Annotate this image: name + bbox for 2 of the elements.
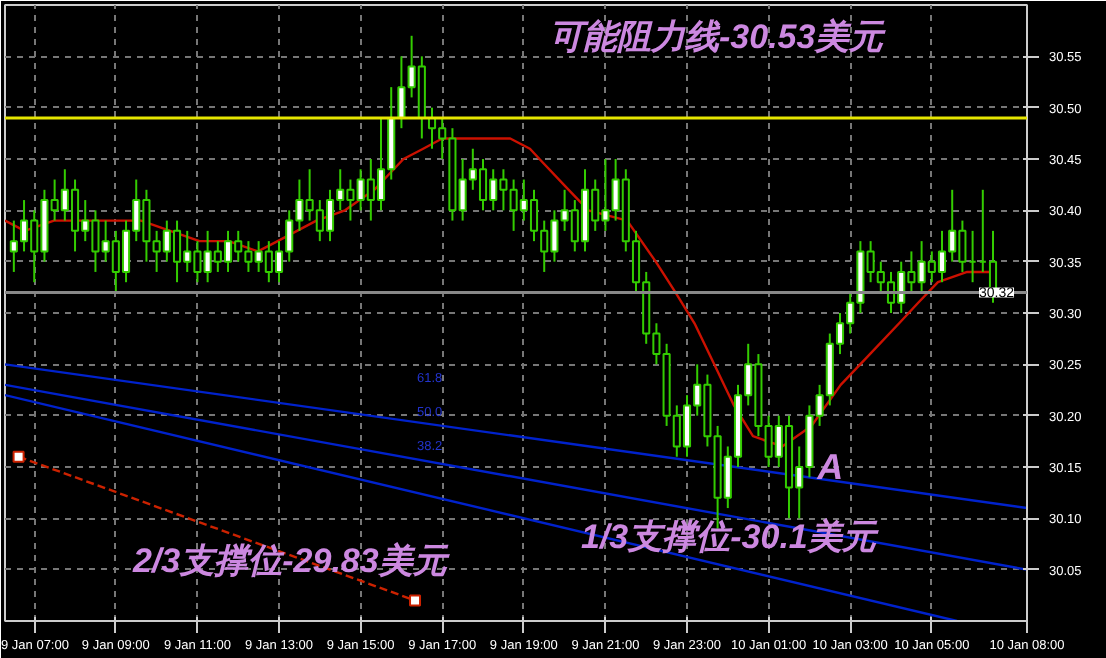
annotation: 可能阻力线-30.53美元 <box>549 16 888 56</box>
annotation: A <box>815 447 844 488</box>
